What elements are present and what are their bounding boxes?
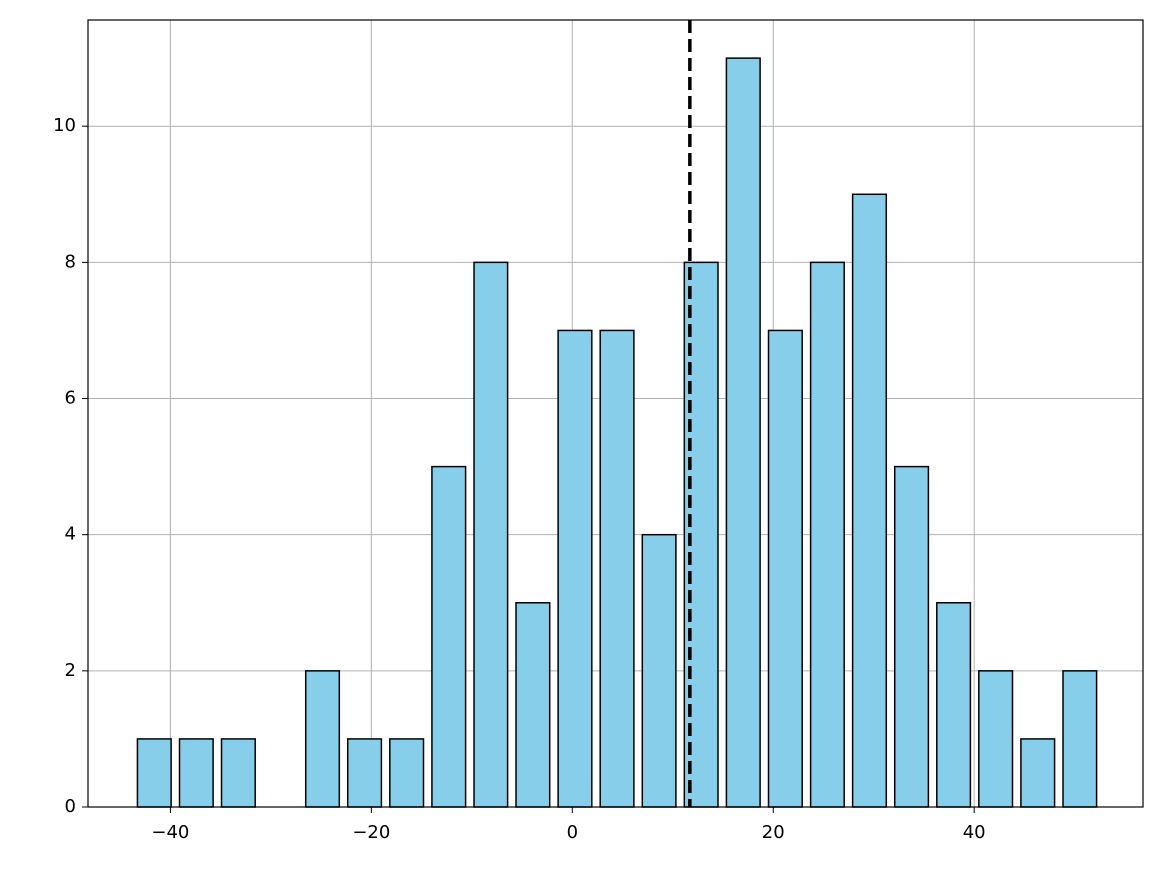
- bar: [1062, 670, 1098, 808]
- bar: [641, 533, 677, 808]
- x-tick-label: 20: [762, 822, 785, 843]
- x-tick-label: −20: [352, 822, 390, 843]
- bar: [851, 193, 888, 808]
- bar: [1020, 738, 1056, 808]
- bar: [346, 738, 383, 808]
- bar: [557, 329, 593, 808]
- bar: [809, 261, 845, 808]
- bar: [473, 261, 509, 808]
- y-tick-label: 8: [65, 251, 76, 272]
- bar: [978, 670, 1014, 808]
- bar: [599, 329, 635, 808]
- y-tick-label: 10: [53, 115, 76, 136]
- y-tick-label: 6: [65, 388, 76, 409]
- bar: [767, 329, 803, 808]
- y-tick-label: 4: [65, 524, 76, 545]
- bar: [220, 738, 256, 808]
- bar: [304, 670, 341, 808]
- bar: [515, 602, 551, 808]
- x-tick-label: 0: [567, 822, 578, 843]
- bar: [893, 465, 930, 808]
- bar: [178, 738, 214, 808]
- y-tick-label: 0: [65, 796, 76, 817]
- plot-frame: [87, 19, 1144, 808]
- x-tick-label: −40: [151, 822, 189, 843]
- bar: [136, 738, 172, 808]
- bar: [389, 738, 425, 808]
- y-tick-label: 2: [65, 660, 76, 681]
- bar: [936, 602, 972, 808]
- bar: [431, 465, 467, 808]
- bar: [725, 57, 761, 808]
- x-tick-label: 40: [963, 822, 986, 843]
